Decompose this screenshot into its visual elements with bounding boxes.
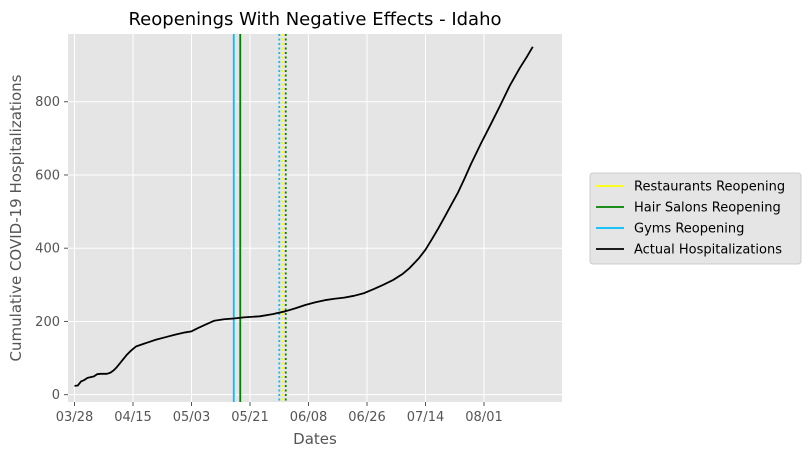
- grid: [68, 34, 562, 402]
- legend: Restaurants Reopening Hair Salons Reopeni…: [589, 172, 802, 265]
- x-tick-label: 05/03: [173, 410, 210, 425]
- chart-title: Reopenings With Negative Effects - Idaho: [128, 9, 501, 30]
- x-tick-label: 06/26: [348, 410, 385, 425]
- legend-label: Gyms Reopening: [634, 222, 744, 237]
- y-tick-label: 600: [35, 168, 60, 183]
- tick-labels: 03/28 04/15 05/03 05/21 06/08 06/26 07/14 08/01…: [35, 95, 503, 425]
- y-tick-label: 0: [52, 388, 60, 403]
- y-tick-label: 200: [35, 315, 60, 330]
- x-tick-label: 07/14: [407, 410, 444, 425]
- y-tick-label: 400: [35, 242, 60, 257]
- x-axis-title: Dates: [293, 430, 337, 448]
- x-tick-label: 04/15: [114, 410, 151, 425]
- x-tick-label: 06/08: [290, 410, 327, 425]
- x-tick-label: 05/21: [231, 410, 268, 425]
- y-tick-label: 800: [35, 95, 60, 110]
- legend-label: Hair Salons Reopening: [634, 201, 781, 216]
- legend-label: Actual Hospitalizations: [634, 243, 782, 258]
- series-layer: [74, 46, 534, 387]
- reopening-lines: [232, 34, 287, 402]
- legend-box: [589, 172, 802, 265]
- plot-background: [68, 34, 562, 402]
- actual-hospitalizations-line: [74, 46, 534, 387]
- legend-label: Restaurants Reopening: [634, 180, 785, 195]
- x-tick-label: 03/28: [56, 410, 93, 425]
- x-tick-label: 08/01: [465, 410, 502, 425]
- y-axis-title: Cumulative COVID-19 Hospitalizations: [7, 74, 25, 361]
